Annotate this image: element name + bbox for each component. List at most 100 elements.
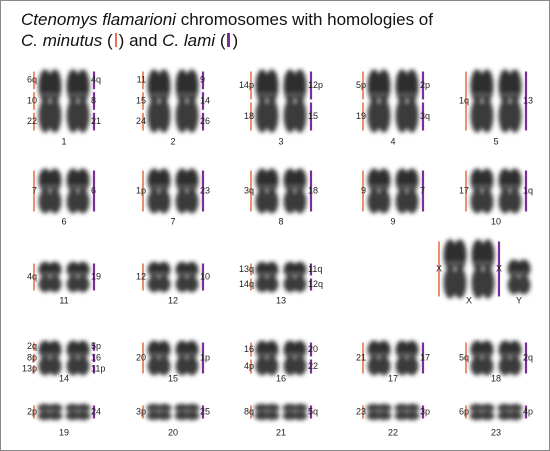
chromosome xyxy=(175,340,199,376)
chromosome xyxy=(367,168,391,214)
chromatid xyxy=(405,411,420,421)
chromosome xyxy=(498,69,522,133)
chromatid xyxy=(508,356,522,376)
paren: ( xyxy=(219,31,226,50)
band xyxy=(67,272,89,276)
chromatid xyxy=(453,239,467,271)
minutus-label: 17 xyxy=(459,185,469,195)
minutus-label: 21 xyxy=(356,352,366,362)
chromatid xyxy=(293,356,307,376)
chromatid xyxy=(147,99,161,133)
chromatid xyxy=(508,189,522,214)
band xyxy=(39,185,61,189)
chromatid xyxy=(517,259,531,279)
minutus-label: 15 xyxy=(136,95,146,105)
chromatid xyxy=(377,411,392,421)
lami-label: 15 xyxy=(308,111,318,121)
chromosome xyxy=(282,403,308,421)
chromatid xyxy=(185,69,199,103)
lami-label: 26 xyxy=(200,116,210,126)
chromosome xyxy=(283,261,307,293)
minutus-label: 7 xyxy=(32,185,37,195)
minutus-label: 16 xyxy=(244,344,254,354)
chromatid xyxy=(395,356,409,376)
pair-number: 1 xyxy=(61,136,66,146)
chromosome xyxy=(367,69,391,133)
minutus-label: 5p xyxy=(356,80,366,90)
chromatid xyxy=(480,189,494,214)
chromatid xyxy=(508,168,522,193)
figure-title: Ctenomys flamarioni chromosomes with hom… xyxy=(21,9,433,51)
minutus-label: 3p xyxy=(136,406,146,416)
chromatid xyxy=(498,99,512,133)
band xyxy=(67,353,89,357)
chromatid xyxy=(265,189,279,214)
chromatid xyxy=(76,276,90,293)
minutus-label: 14p xyxy=(239,80,254,90)
chromosome xyxy=(147,261,171,293)
chromatid xyxy=(157,168,171,193)
chromatid xyxy=(76,356,90,376)
chromatid xyxy=(507,275,521,295)
chromosome xyxy=(175,69,199,133)
band xyxy=(284,272,306,276)
chromatid xyxy=(48,168,62,193)
chromosome xyxy=(498,168,522,214)
chromatid xyxy=(157,356,171,376)
chromatid xyxy=(255,276,269,293)
chromatid xyxy=(265,411,280,421)
chromatid xyxy=(367,356,381,376)
lami-label: 11q xyxy=(308,264,322,274)
band xyxy=(367,408,391,412)
chromatid xyxy=(48,189,62,214)
band xyxy=(66,408,90,412)
lami-label: 24 xyxy=(91,406,101,416)
chromatid xyxy=(265,276,279,293)
pair-number: Y xyxy=(516,295,522,305)
band xyxy=(148,272,170,276)
chromatid xyxy=(377,356,391,376)
band xyxy=(176,272,198,276)
lami-label: 4q xyxy=(91,75,101,85)
lami-label: 19 xyxy=(91,271,101,281)
band xyxy=(368,353,390,357)
chromosome xyxy=(469,403,495,421)
band xyxy=(498,408,522,412)
chromatid xyxy=(66,189,80,214)
chromatid xyxy=(283,276,297,293)
chromatid xyxy=(480,69,494,103)
chromosome xyxy=(395,168,419,214)
chromatid xyxy=(481,267,495,299)
pair-number: 15 xyxy=(168,373,178,383)
chromatid xyxy=(38,276,52,293)
lami-label: 23 xyxy=(200,185,210,195)
pair-number: 5 xyxy=(493,136,498,146)
band xyxy=(67,93,89,97)
lami-label: 9 xyxy=(200,75,205,85)
chromatid xyxy=(480,99,494,133)
chromatid xyxy=(405,99,419,133)
lami-label: 14 xyxy=(200,95,210,105)
minutus-label: 22 xyxy=(27,116,37,126)
pair-number: 14 xyxy=(59,373,69,383)
chromatid xyxy=(508,411,523,421)
chromatid xyxy=(255,99,269,133)
chromatid xyxy=(471,267,485,299)
pair-number: 17 xyxy=(388,373,398,383)
chromatid xyxy=(185,340,199,360)
chromatid xyxy=(283,189,297,214)
band xyxy=(176,93,198,97)
and: and xyxy=(129,31,158,50)
minutus-label: 2p xyxy=(27,406,37,416)
minutus-label: 9 xyxy=(361,185,366,195)
chromosome xyxy=(255,168,279,214)
band xyxy=(256,353,278,357)
chromatid xyxy=(405,189,419,214)
chromatid xyxy=(367,189,381,214)
chromatid xyxy=(377,189,391,214)
chromosome xyxy=(66,69,90,133)
chromosome xyxy=(395,69,419,133)
minutus-label: 8p xyxy=(27,352,37,362)
band xyxy=(148,353,170,357)
chromosome xyxy=(255,261,279,293)
